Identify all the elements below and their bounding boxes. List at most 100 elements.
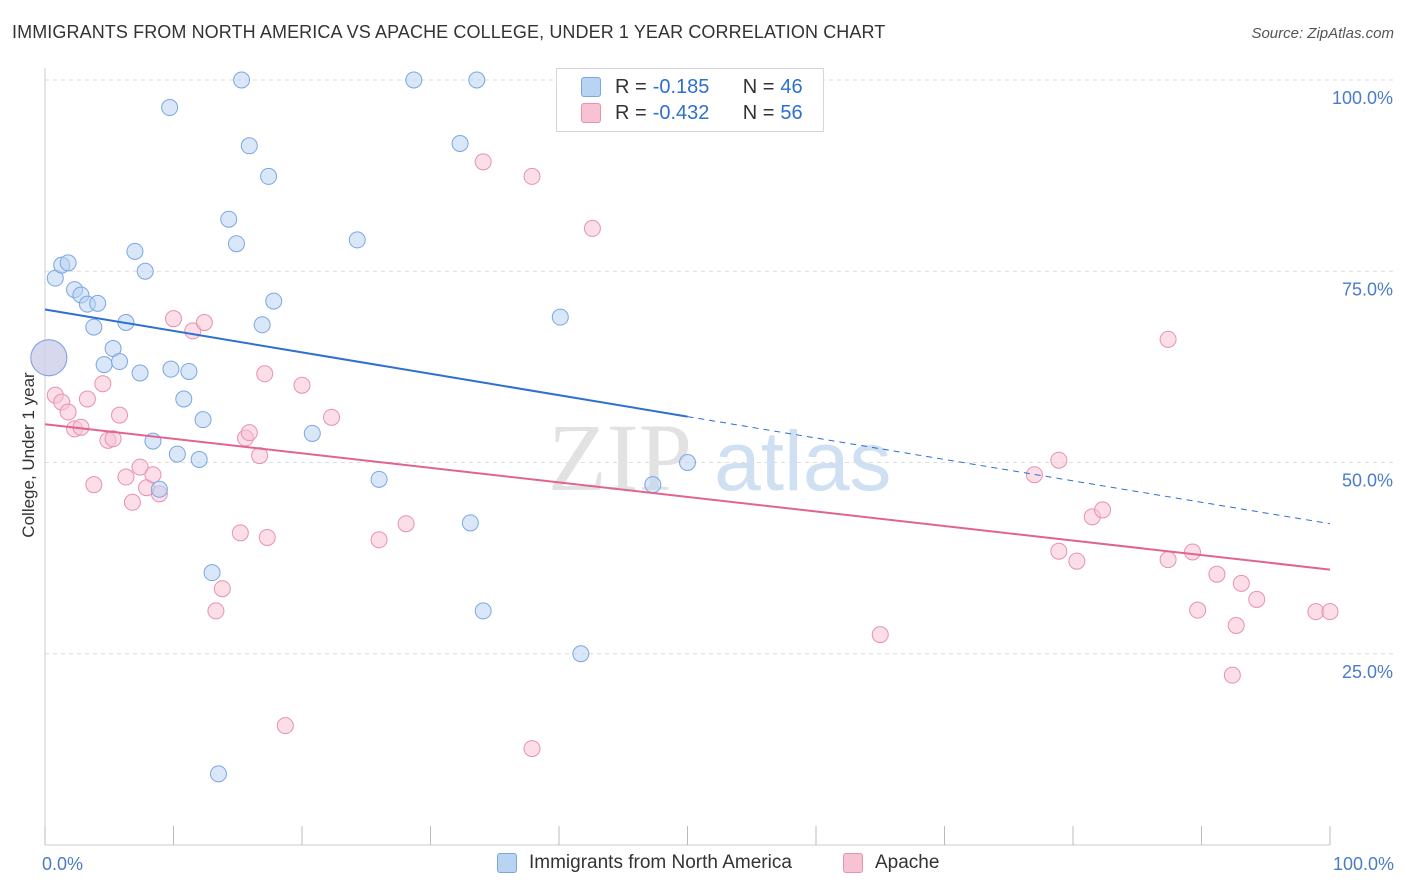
legend-row-immigrants: R = -0.185 N = 46 [581,75,803,99]
legend-swatch-pink [843,853,863,873]
data-point [871,626,889,644]
trend-lines [44,308,1331,571]
data-point [474,153,492,171]
legend-r-key: R = [615,75,647,98]
legend-r-value: -0.432 [652,101,710,124]
data-point [583,219,601,237]
legend-label-immigrants: Immigrants from North America [529,852,792,873]
trend-line-immigrants-extension [687,416,1331,525]
data-point [1248,590,1266,608]
data-point [323,408,341,426]
data-point [59,254,77,272]
legend-n-value: 56 [780,101,803,124]
data-point [644,476,662,494]
data-point [1050,451,1068,469]
data-point [95,356,113,374]
data-point [150,480,168,498]
data-point [1159,551,1177,569]
data-point [1159,330,1177,348]
data-point [104,430,122,448]
data-point [231,524,249,542]
legend-label-apache: Apache [875,852,940,873]
data-point [468,71,486,89]
data-point [180,362,198,380]
data-point [220,210,238,228]
data-point [397,515,415,533]
data-point [213,580,231,598]
data-point [679,454,696,471]
legend-n-value: 46 [780,75,803,98]
y-tick-label: 100.0% [1332,88,1393,108]
data-point [136,262,154,280]
chart-title: IMMIGRANTS FROM NORTH AMERICA VS APACHE … [12,22,886,42]
legend-swatch-blue [497,853,517,873]
watermark-zip: ZIP [548,404,692,511]
y-tick-label: 50.0% [1342,471,1393,491]
legend-r-value: -0.185 [652,75,710,98]
data-point [190,450,208,468]
x-tick-max: 100.0% [1333,854,1394,874]
legend-item-immigrants: Immigrants from North America [497,852,792,874]
data-point [348,231,366,249]
data-point [1232,574,1250,592]
data-point [474,602,492,620]
legend-item-apache: Apache [843,852,939,874]
data-point [144,466,162,484]
trend-line-apache [44,423,1331,571]
data-point [162,360,180,378]
stats-legend: R = -0.185 N = 46 R = -0.432 N = 56 [556,68,824,132]
data-point [523,740,541,758]
legend-swatch-blue [581,77,601,97]
data-point [265,292,283,310]
legend-swatch-pink [581,103,601,123]
legend-row-apache: R = -0.432 N = 56 [581,101,803,125]
y-axis-label: College, Under 1 year [19,372,38,538]
data-point [233,71,251,89]
data-point [209,765,227,783]
y-tick-label: 25.0% [1342,662,1393,682]
y-tick-label: 75.0% [1342,279,1393,299]
data-point [1223,666,1241,684]
watermark: ZIP atlas [548,404,891,511]
data-point [370,470,388,488]
data-point [111,406,129,424]
data-point [117,468,135,486]
data-point [195,314,213,332]
data-point [1094,501,1112,519]
data-point [126,242,144,260]
data-point [303,424,321,442]
data-point [1321,603,1339,621]
data-point [1068,552,1086,570]
data-point [227,235,245,253]
data-point [572,645,590,663]
data-point [123,493,141,511]
data-point [370,531,388,549]
data-point [1227,616,1245,634]
grid-lines [45,79,1395,655]
data-point [165,310,182,328]
data-point [260,167,278,185]
data-point [1189,601,1207,619]
data-point [258,528,276,546]
data-point [161,99,179,117]
x-tick-min: 0.0% [42,854,83,874]
data-point [59,403,77,421]
data-point [85,476,103,494]
data-point [405,71,423,89]
data-point [256,365,274,383]
data-point [1025,466,1043,484]
data-point [175,390,193,408]
data-point [131,458,149,476]
trend-line-immigrants [44,308,688,418]
data-point [85,318,103,336]
source-label: Source: ZipAtlas.com [1251,25,1394,42]
data-point [1307,603,1325,621]
data-point [203,564,221,582]
series-immigrants [30,71,696,783]
data-point [89,294,107,312]
data-point [78,390,96,408]
legend-n-key: N = [742,101,775,124]
data-point [30,339,68,377]
data-point [131,364,149,382]
